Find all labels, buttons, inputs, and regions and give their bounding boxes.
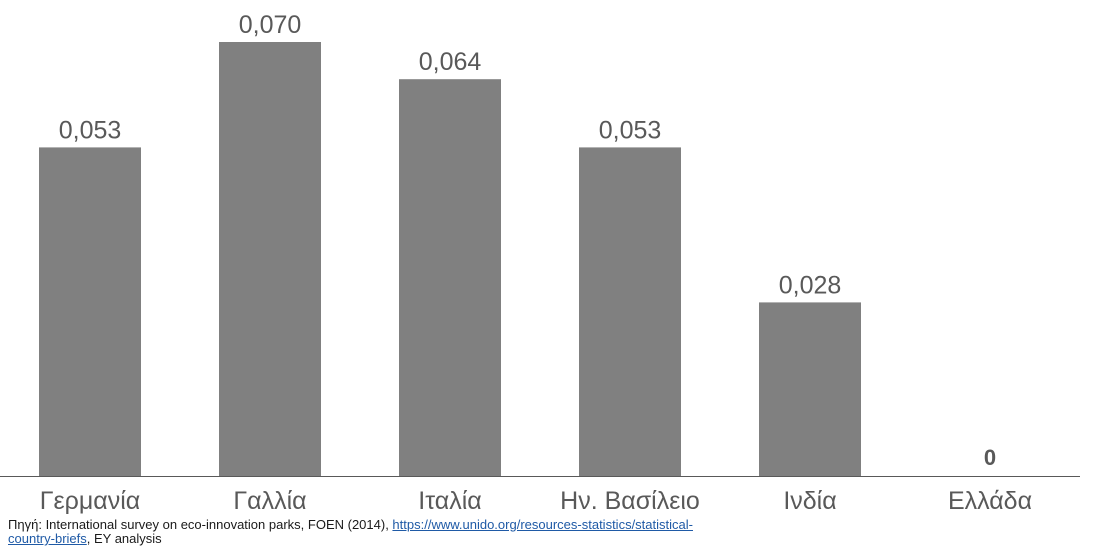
source-line-1: Πηγή: International survey on eco-innova… (8, 518, 1088, 532)
bar-1 (39, 147, 141, 476)
data-label-1: 0,053 (59, 116, 122, 144)
data-label-4: 0,053 (599, 116, 662, 144)
bar-5 (759, 302, 861, 476)
bar-4 (579, 147, 681, 476)
bar-chart: 0,053 0,070 0,064 0,053 0,028 0 Γερμανία Γαλλί… (0, 11, 1080, 515)
category-label-5: Ινδία (783, 487, 836, 515)
source-line-2: country-briefs, EY analysis (8, 532, 1088, 546)
bar-3 (399, 79, 501, 476)
category-label-6: Ελλάδα (948, 487, 1032, 515)
data-label-6: 0 (984, 445, 996, 470)
data-label-5: 0,028 (779, 271, 842, 299)
source-link-part-2[interactable]: country-briefs (8, 532, 87, 546)
category-label-4: Ην. Βασίλειο (560, 487, 700, 515)
source-link-part-1[interactable]: https://www.unido.org/resources-statisti… (392, 518, 693, 532)
category-label-1: Γερμανία (40, 487, 141, 515)
source-suffix: , EY analysis (86, 532, 162, 546)
bars-group (39, 42, 861, 476)
bar-2 (219, 42, 321, 476)
data-labels-group: 0,053 0,070 0,064 0,053 0,028 0 (59, 11, 996, 470)
category-label-3: Ιταλία (418, 487, 481, 515)
category-labels-group: Γερμανία Γαλλία Ιταλία Ην. Βασίλειο Ινδία Ελλ… (40, 487, 1032, 515)
source-prefix: Πηγή: International survey on eco-innova… (8, 518, 393, 532)
source-note: Πηγή: International survey on eco-innova… (8, 518, 1088, 546)
data-label-3: 0,064 (419, 48, 482, 76)
category-label-2: Γαλλία (233, 487, 306, 515)
data-label-2: 0,070 (239, 11, 302, 39)
